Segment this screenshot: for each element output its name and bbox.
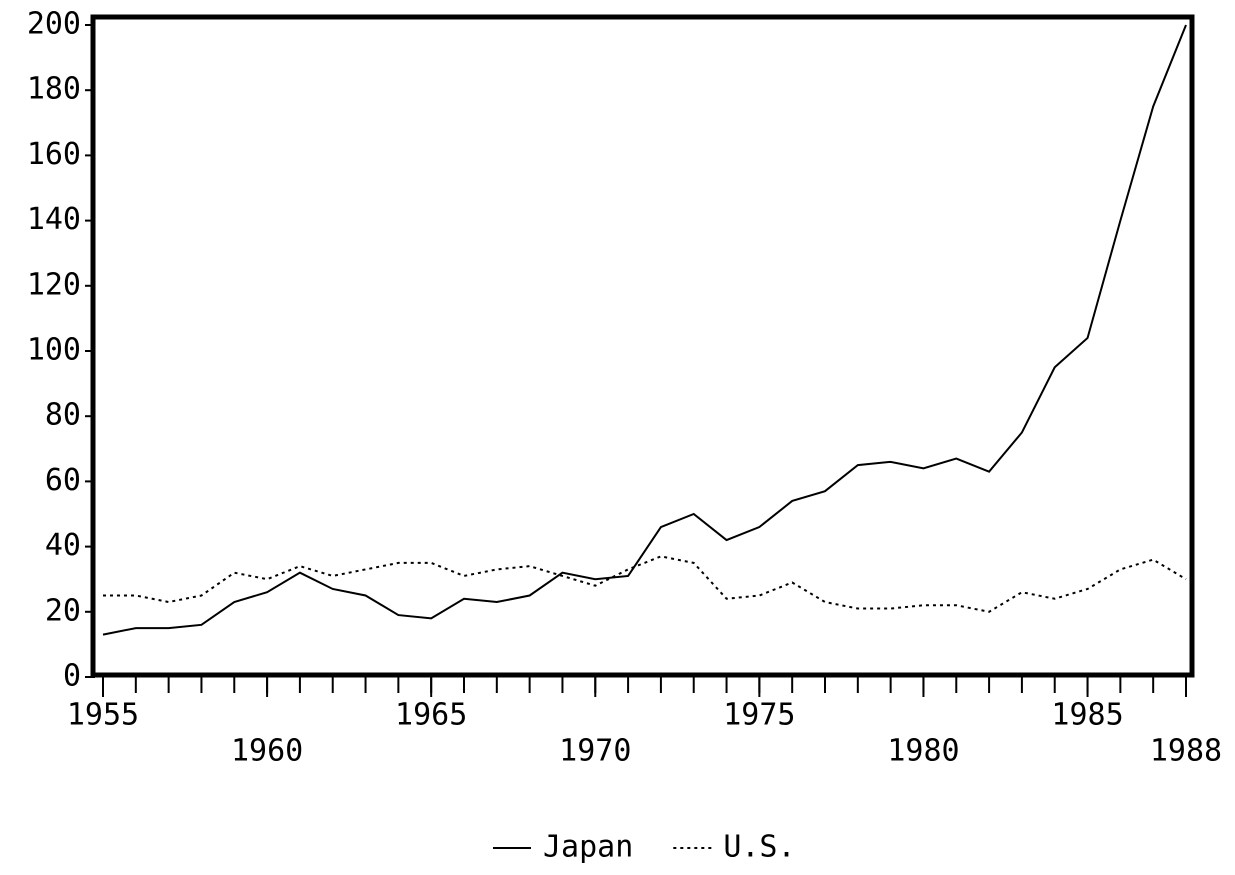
y-tick-label: 40	[45, 528, 81, 563]
y-tick-label: 120	[27, 267, 81, 302]
x-tick-label: 1980	[887, 734, 959, 769]
y-tick-label: 20	[45, 593, 81, 628]
x-tick-label: 1960	[231, 734, 303, 769]
x-tick-label: 1988	[1150, 734, 1222, 769]
y-tick-label: 180	[27, 72, 81, 107]
y-tick-label: 60	[45, 463, 81, 498]
y-tick-label: 160	[27, 137, 81, 172]
y-tick-label: 80	[45, 398, 81, 433]
y-tick-label: 140	[27, 202, 81, 237]
series-line	[102, 24, 1187, 636]
legend-label: U.S.	[723, 830, 795, 865]
y-tick-label: 100	[27, 333, 81, 368]
plot-frame	[90, 14, 1195, 678]
series-line	[103, 555, 1187, 613]
legend-label: Japan	[543, 830, 633, 865]
y-tick-label: 0	[63, 659, 81, 694]
x-tick-label: 1955	[67, 698, 139, 733]
x-tick-label: 1965	[395, 698, 467, 733]
y-tick-label: 200	[27, 7, 81, 42]
x-tick-label: 1985	[1051, 698, 1123, 733]
x-tick-label: 1975	[723, 698, 795, 733]
x-tick-label: 1970	[559, 734, 631, 769]
